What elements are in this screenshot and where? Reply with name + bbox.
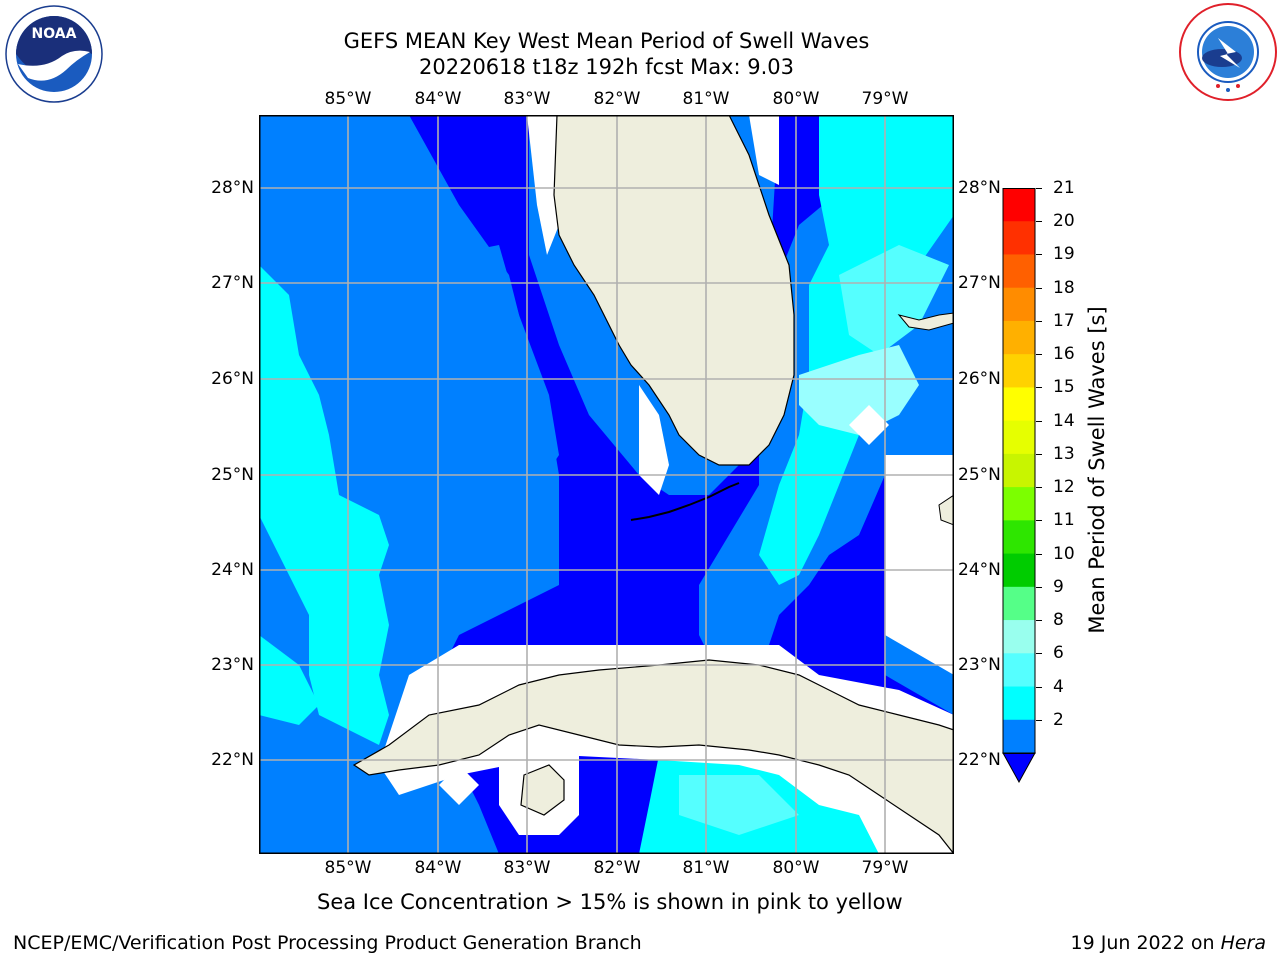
lat-label-right: 28°N bbox=[958, 178, 1001, 198]
ice-note: Sea Ice Concentration > 15% is shown in … bbox=[317, 890, 903, 914]
lon-label-top: 83°W bbox=[503, 89, 551, 109]
colorbar-extend-triangle bbox=[1002, 752, 1036, 784]
lon-label-top: 85°W bbox=[324, 89, 372, 109]
lat-label-right: 26°N bbox=[958, 369, 1001, 389]
colorbar-tick-mark bbox=[1036, 254, 1042, 256]
colorbar-tick-mark bbox=[1036, 221, 1042, 223]
lon-label-top: 80°W bbox=[772, 89, 820, 109]
lat-label-left: 25°N bbox=[211, 465, 254, 485]
colorbar-tick-label: 21 bbox=[1053, 178, 1075, 198]
lat-label-left: 24°N bbox=[211, 560, 254, 580]
lat-label-left: 27°N bbox=[211, 273, 254, 293]
colorbar-segment bbox=[1003, 354, 1035, 388]
footer-date-text: 19 Jun 2022 on bbox=[1070, 932, 1221, 954]
colorbar-tick-mark bbox=[1036, 487, 1042, 489]
lon-label-bottom: 81°W bbox=[682, 858, 730, 878]
colorbar-tick-label: 12 bbox=[1053, 477, 1075, 498]
lon-label-bottom: 85°W bbox=[324, 858, 372, 878]
colorbar-tick-mark bbox=[1036, 320, 1042, 322]
chart-subtitle: 20220618 t18z 192h fcst Max: 9.03 bbox=[419, 55, 794, 79]
lat-label-left: 23°N bbox=[211, 655, 254, 675]
lon-label-top: 79°W bbox=[861, 89, 909, 109]
footer-branch: NCEP/EMC/Verification Post Processing Pr… bbox=[13, 932, 642, 954]
colorbar-segment bbox=[1003, 719, 1035, 754]
colorbar-tick-label: 17 bbox=[1053, 310, 1075, 331]
colorbar-tick-label: 11 bbox=[1053, 510, 1075, 531]
colorbar-tick-label: 19 bbox=[1053, 244, 1075, 265]
colorbar-scale bbox=[1002, 188, 1036, 784]
colorbar-tick-mark bbox=[1036, 420, 1042, 422]
colorbar-segment bbox=[1003, 387, 1035, 422]
nws-logo bbox=[1178, 2, 1278, 102]
colorbar-tick-label: 4 bbox=[1053, 676, 1064, 697]
colorbar-tick-mark bbox=[1036, 686, 1042, 688]
colorbar-tick-mark bbox=[1036, 620, 1042, 622]
lon-label-bottom: 79°W bbox=[861, 858, 909, 878]
lat-label-right: 24°N bbox=[958, 560, 1001, 580]
colorbar-segment bbox=[1003, 320, 1035, 355]
colorbar-tick-mark bbox=[1036, 354, 1042, 356]
colorbar-tick-label: 16 bbox=[1053, 344, 1075, 365]
colorbar-tick-label: 9 bbox=[1053, 576, 1064, 597]
colorbar-segment bbox=[1003, 553, 1035, 588]
swell-period-map bbox=[259, 114, 955, 856]
lon-label-top: 82°W bbox=[593, 89, 641, 109]
colorbar-tick-label: 20 bbox=[1053, 211, 1075, 232]
colorbar-tick-mark bbox=[1036, 653, 1042, 655]
colorbar-tick-mark bbox=[1036, 520, 1042, 522]
colorbar-tick-mark bbox=[1036, 287, 1042, 289]
colorbar-tick-label: 13 bbox=[1053, 443, 1075, 464]
colorbar-segment bbox=[1003, 487, 1035, 521]
colorbar-tick-mark bbox=[1036, 453, 1042, 455]
lon-label-bottom: 80°W bbox=[772, 858, 820, 878]
lat-label-right: 25°N bbox=[958, 465, 1001, 485]
colorbar-segment bbox=[1003, 420, 1035, 455]
lat-label-right: 27°N bbox=[958, 273, 1001, 293]
lat-label-right: 22°N bbox=[958, 750, 1001, 770]
lon-label-top: 84°W bbox=[414, 89, 462, 109]
lon-label-bottom: 83°W bbox=[503, 858, 551, 878]
lat-label-left: 28°N bbox=[211, 178, 254, 198]
colorbar bbox=[1002, 188, 1036, 784]
map-panel bbox=[259, 114, 955, 856]
colorbar-segment bbox=[1003, 287, 1035, 322]
colorbar-tick-label: 8 bbox=[1053, 610, 1064, 631]
lon-label-top: 81°W bbox=[682, 89, 730, 109]
colorbar-tick-mark bbox=[1036, 553, 1042, 555]
colorbar-tick-mark bbox=[1036, 387, 1042, 389]
lon-label-bottom: 82°W bbox=[593, 858, 641, 878]
colorbar-tick-mark bbox=[1036, 188, 1042, 189]
footer-date: 19 Jun 2022 on Hera bbox=[1071, 932, 1266, 954]
colorbar-segment bbox=[1003, 221, 1035, 255]
colorbar-segment bbox=[1003, 653, 1035, 688]
lat-label-right: 23°N bbox=[958, 655, 1001, 675]
colorbar-segment bbox=[1003, 586, 1035, 621]
colorbar-segment bbox=[1003, 686, 1035, 721]
lon-label-bottom: 84°W bbox=[414, 858, 462, 878]
colorbar-segment bbox=[1003, 453, 1035, 488]
lat-label-left: 22°N bbox=[211, 750, 254, 770]
footer-host: Hera bbox=[1220, 932, 1266, 954]
colorbar-label: Mean Period of Swell Waves [s] bbox=[1085, 306, 1109, 634]
colorbar-tick-label: 14 bbox=[1053, 410, 1075, 431]
colorbar-tick-label: 2 bbox=[1053, 709, 1064, 730]
chart-title: GEFS MEAN Key West Mean Period of Swell … bbox=[343, 29, 870, 53]
colorbar-tick-label: 15 bbox=[1053, 377, 1075, 398]
colorbar-tick-label: 6 bbox=[1053, 643, 1064, 664]
colorbar-segment bbox=[1003, 188, 1035, 222]
svg-text:NOAA: NOAA bbox=[32, 26, 77, 42]
colorbar-tick-label: 18 bbox=[1053, 277, 1075, 298]
colorbar-segment bbox=[1003, 254, 1035, 289]
colorbar-segment bbox=[1003, 620, 1035, 654]
noaa-logo: NOAA bbox=[4, 4, 104, 104]
lat-label-left: 26°N bbox=[211, 369, 254, 389]
colorbar-tick-label: 10 bbox=[1053, 543, 1075, 564]
colorbar-tick-mark bbox=[1036, 719, 1042, 721]
colorbar-outline bbox=[1002, 188, 1036, 754]
colorbar-tick-mark bbox=[1036, 586, 1042, 588]
colorbar-segment bbox=[1003, 520, 1035, 555]
